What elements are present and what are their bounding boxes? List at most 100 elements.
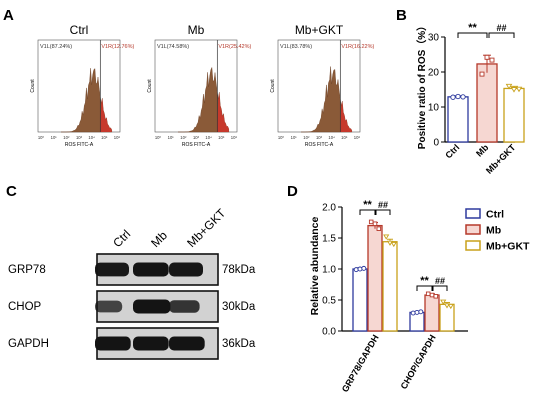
flow-x-tick-label: 10¹ [51,135,58,140]
y-tick-label: 2.0 [322,203,336,214]
flow-v1l-label: V1L(74.58%) [157,44,189,50]
data-point [440,299,447,305]
significance-bracket [432,285,448,291]
flow-x-tick-label: 10⁵ [341,135,348,140]
data-point [455,93,461,100]
flow-histogram [178,67,229,133]
y-tick-label: 30 [428,33,440,44]
flow-x-tick-label: 10⁰ [38,135,45,140]
x-tick-label: Mb [474,142,491,159]
bar-mb-gkt [503,87,525,143]
data-point [450,94,456,100]
data-point [510,87,518,93]
flow-x-tick-label: 10⁴ [88,135,95,140]
kda-label: 30kDa [222,301,256,313]
data-point [414,309,420,315]
x-tick-label: Ctrl [443,142,461,160]
flow-x-tick-label: 10¹ [168,135,175,140]
data-point [418,309,424,315]
blot-band [133,262,169,277]
data-point [376,226,382,231]
legend-label: Mb [486,225,501,237]
panel-letter-d: D [287,183,298,200]
significance-label: ## [435,276,445,286]
flow-x-tick-label: 10⁶ [114,135,121,140]
y-tick-label: 20 [428,68,440,79]
data-point [443,303,451,309]
flow-y-axis-label: Count [30,79,36,93]
flow-x-tick-label: 10⁶ [231,135,238,140]
flow-x-tick-label: 10⁴ [328,135,335,140]
legend-swatch [465,240,481,251]
flow-histogram [301,66,352,133]
flow-plot-frame [37,39,121,133]
flow-x-axis-label: ROS FITC-A [65,142,94,148]
flow-x-tick-label: 10⁰ [155,135,162,140]
data-point [372,221,378,226]
lane-label: Ctrl [110,227,133,250]
flow-x-tick-label: 10¹ [291,135,298,140]
flow-x-tick-label: 10³ [316,135,323,140]
x-tick-label: Mb+GKT [484,142,518,176]
blot-band [133,336,169,351]
blot-label: GAPDH [8,338,49,350]
blot-band [169,262,203,277]
bar-ctrl [352,268,368,332]
flow-y-axis-label: Count [147,79,153,93]
flow-x-tick-label: 10⁵ [218,135,225,140]
bar-mb-gkt [382,241,398,332]
flow-panel-title: Ctrl [70,23,89,37]
blot-band [95,300,123,313]
data-point [505,83,513,90]
data-point [410,310,416,316]
flow-gated-region [340,101,352,132]
significance-label: ## [496,23,506,33]
flow-gated-region [217,92,229,132]
y-tick-label: 10 [428,103,440,114]
significance-bracket [457,32,488,38]
blot-band [133,299,171,314]
flow-x-tick-label: 10⁴ [205,135,212,140]
blot-label: CHOP [8,301,42,313]
data-point [433,294,439,299]
flow-panel-title: Mb+GKT [295,23,344,37]
blot-band [169,300,200,313]
flow-v1r-label: V1R(12.76%) [101,44,134,50]
flow-v1l-label: V1L(83.78%) [280,44,312,50]
y-axis-label: Relative abundance [309,217,321,316]
data-point [368,219,374,225]
panel-letter-a: A [3,7,14,24]
legend-swatch [465,224,481,235]
flow-gated-region [100,98,112,132]
flow-x-tick-label: 10³ [76,135,83,140]
flow-x-tick-label: 10³ [193,135,200,140]
flow-y-axis-label: Count [270,79,276,93]
flow-cytometry-panels: Ctrl V1L(87.24%) V1R(12.76%) Count ROS FITC-… [30,23,375,148]
data-point [489,57,495,63]
flow-panel-1: Ctrl V1L(87.24%) V1R(12.76%) Count ROS FITC-… [30,23,135,148]
data-point [515,86,523,93]
data-point [383,234,390,240]
lane-label: Mb+GKT [184,206,229,251]
significance-bracket [488,32,515,38]
flow-x-tick-label: 10⁵ [101,135,108,140]
flow-v1r-label: V1R(16.22%) [341,44,374,50]
blot-label: GRP78 [8,264,46,276]
y-axis-label: Positive ratio of ROS（%） [415,21,428,149]
flow-x-axis-label: ROS FITC-A [182,142,211,148]
significance-bracket [416,285,433,291]
panel-letter-c: C [6,183,17,200]
significance-label: ## [378,200,388,210]
kda-label: 78kDa [222,264,256,276]
data-point [429,292,435,298]
legend-label: Mb+GKT [486,241,530,253]
significance-label: ** [420,275,429,287]
data-point [353,267,359,273]
data-point [447,303,454,310]
flow-x-tick-label: 10⁶ [354,135,361,140]
flow-x-tick-label: 10² [180,135,187,140]
